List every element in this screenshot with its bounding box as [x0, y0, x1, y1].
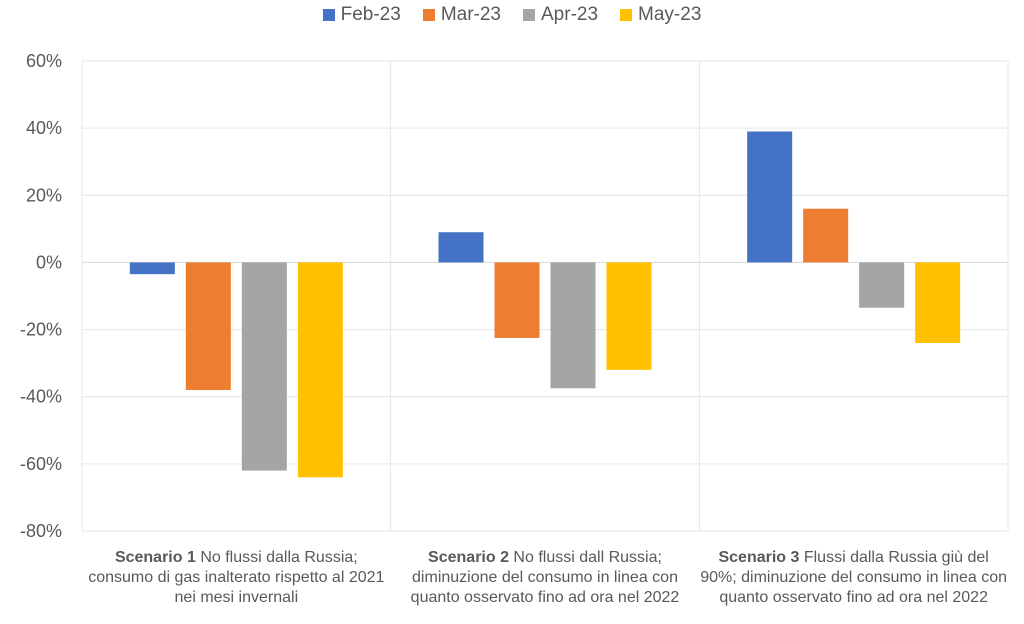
bar — [185, 262, 231, 390]
legend-swatch — [523, 9, 535, 21]
bar — [747, 131, 793, 263]
y-tick-label: -40% — [20, 387, 62, 407]
legend-swatch — [422, 9, 435, 21]
y-tick-label: -80% — [20, 521, 62, 541]
legend-item: Apr-23 — [523, 4, 598, 26]
bar — [606, 262, 652, 370]
y-tick-label: 40% — [26, 118, 62, 138]
legend-label: Feb-23 — [340, 4, 401, 25]
legend-swatch — [620, 9, 633, 21]
legend-label: Mar-23 — [440, 4, 501, 25]
bar — [241, 262, 287, 471]
legend-label: May-23 — [638, 4, 702, 25]
category-label: Scenario 3 Flussi dalla Russia giù del 9… — [700, 549, 1008, 606]
bar — [129, 262, 175, 275]
bar — [915, 262, 961, 343]
bar — [550, 262, 596, 389]
bar — [859, 262, 905, 308]
y-tick-label: 20% — [26, 185, 62, 205]
category-label: Scenario 2 No flussi dall Russia; diminu… — [410, 549, 680, 606]
y-tick-label: -60% — [20, 454, 62, 474]
bar — [297, 262, 343, 478]
category-label: Scenario 1 No flussi dalla Russia; consu… — [88, 549, 385, 606]
legend-swatch — [322, 9, 335, 21]
y-tick-label: 0% — [36, 252, 62, 272]
legend-item: Feb-23 — [322, 4, 401, 26]
legend: Feb-23 Mar-23 Apr-23 May-23 — [0, 4, 1024, 26]
y-tick-label: 60% — [26, 51, 62, 71]
bar — [438, 232, 484, 263]
legend-label: Apr-23 — [541, 4, 599, 25]
legend-item: May-23 — [620, 4, 701, 26]
bar — [803, 208, 849, 263]
legend-item: Mar-23 — [422, 4, 501, 26]
bar — [494, 262, 540, 338]
y-tick-label: -20% — [20, 320, 62, 340]
